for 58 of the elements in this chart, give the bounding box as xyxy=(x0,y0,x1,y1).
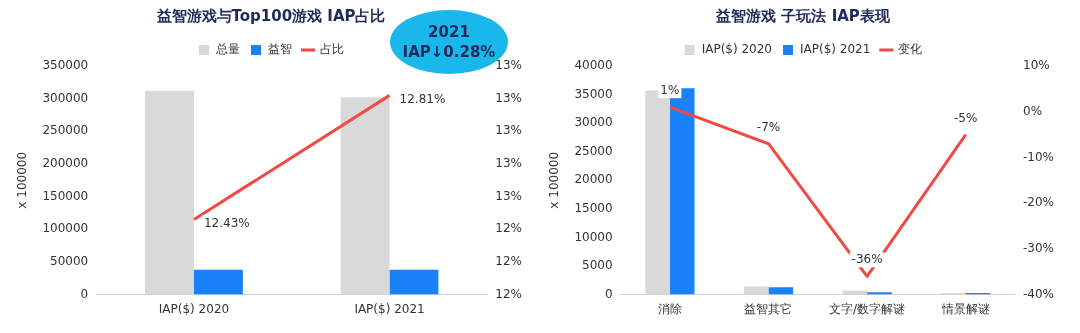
y2-tick-label: -20% xyxy=(1023,195,1055,210)
bar xyxy=(193,269,243,295)
x-tick-label: 情景解谜 xyxy=(940,301,990,316)
y-tick-label: 25000 xyxy=(574,143,613,158)
y-tick-label: 35000 xyxy=(574,86,613,101)
y-tick-label: 40000 xyxy=(574,58,613,73)
x-tick-label: 消除 xyxy=(657,301,682,316)
legend-label: IAP($) 2021 xyxy=(800,42,871,57)
y2-tick-label: 0% xyxy=(1023,103,1043,118)
y-tick-label: 50000 xyxy=(50,254,89,269)
data-label: -36% xyxy=(851,252,883,267)
y-tick-label: 300000 xyxy=(42,90,89,105)
y2-tick-label: 13% xyxy=(495,90,522,105)
y-tick-label: 5000 xyxy=(582,258,613,273)
y-tick-label: 10000 xyxy=(574,229,613,244)
y-tick-label: 350000 xyxy=(42,58,89,73)
legend-label: IAP($) 2020 xyxy=(701,42,773,57)
y2-tick-label: 12% xyxy=(495,221,522,236)
legend-label: 变化 xyxy=(898,42,923,57)
y2-tick-label: -10% xyxy=(1023,149,1055,164)
y2-tick-label: 13% xyxy=(495,58,522,73)
y2-tick-label: 12% xyxy=(495,254,522,269)
chart-title: 益智游戏与Top100游戏 IAP占比 xyxy=(155,6,386,25)
bar xyxy=(768,287,794,295)
y-tick-label: 15000 xyxy=(574,201,613,215)
data-label: 1% xyxy=(660,83,680,98)
bar xyxy=(389,269,439,295)
data-label: -5% xyxy=(954,110,978,125)
y2-tick-label: 12% xyxy=(495,286,522,301)
y-tick-label: 200000 xyxy=(42,156,89,171)
data-label: 12.81% xyxy=(399,91,446,106)
y2-tick-label: 13% xyxy=(495,123,522,138)
y-tick-label: 30000 xyxy=(574,115,613,130)
legend-label: 占比 xyxy=(320,42,344,57)
y-tick-label: 0 xyxy=(80,286,89,301)
y-tick-label: 100000 xyxy=(42,221,89,236)
x-tick-label: IAP($) 2020 xyxy=(158,301,230,316)
bar xyxy=(340,97,390,295)
y2-tick-label: 10% xyxy=(1023,58,1050,73)
data-label: 12.43% xyxy=(203,215,250,230)
x-tick-label: 文字/数字解谜 xyxy=(829,301,906,316)
y-tick-label: 0 xyxy=(604,286,613,301)
y-tick-label: 250000 xyxy=(42,123,89,138)
bar xyxy=(145,90,194,295)
y2-tick-label: 13% xyxy=(495,188,522,203)
y-axis-title: x 100000 xyxy=(15,151,30,209)
data-label: -7% xyxy=(756,119,781,134)
x-tick-label: 益智其它 xyxy=(744,301,793,316)
y-tick-label: 20000 xyxy=(574,172,613,187)
x-tick-label: IAP($) 2021 xyxy=(354,301,425,316)
y2-tick-label: -40% xyxy=(1023,286,1055,301)
y2-tick-label: -30% xyxy=(1023,241,1055,256)
legend-label: 益智 xyxy=(268,42,292,57)
y-axis-title: x 100000 xyxy=(547,151,562,209)
y2-tick-label: 13% xyxy=(495,156,522,171)
legend-label: 总量 xyxy=(215,42,240,57)
chart-title: 益智游戏 子玩法 IAP表现 xyxy=(715,6,891,25)
y-tick-label: 150000 xyxy=(42,188,89,203)
